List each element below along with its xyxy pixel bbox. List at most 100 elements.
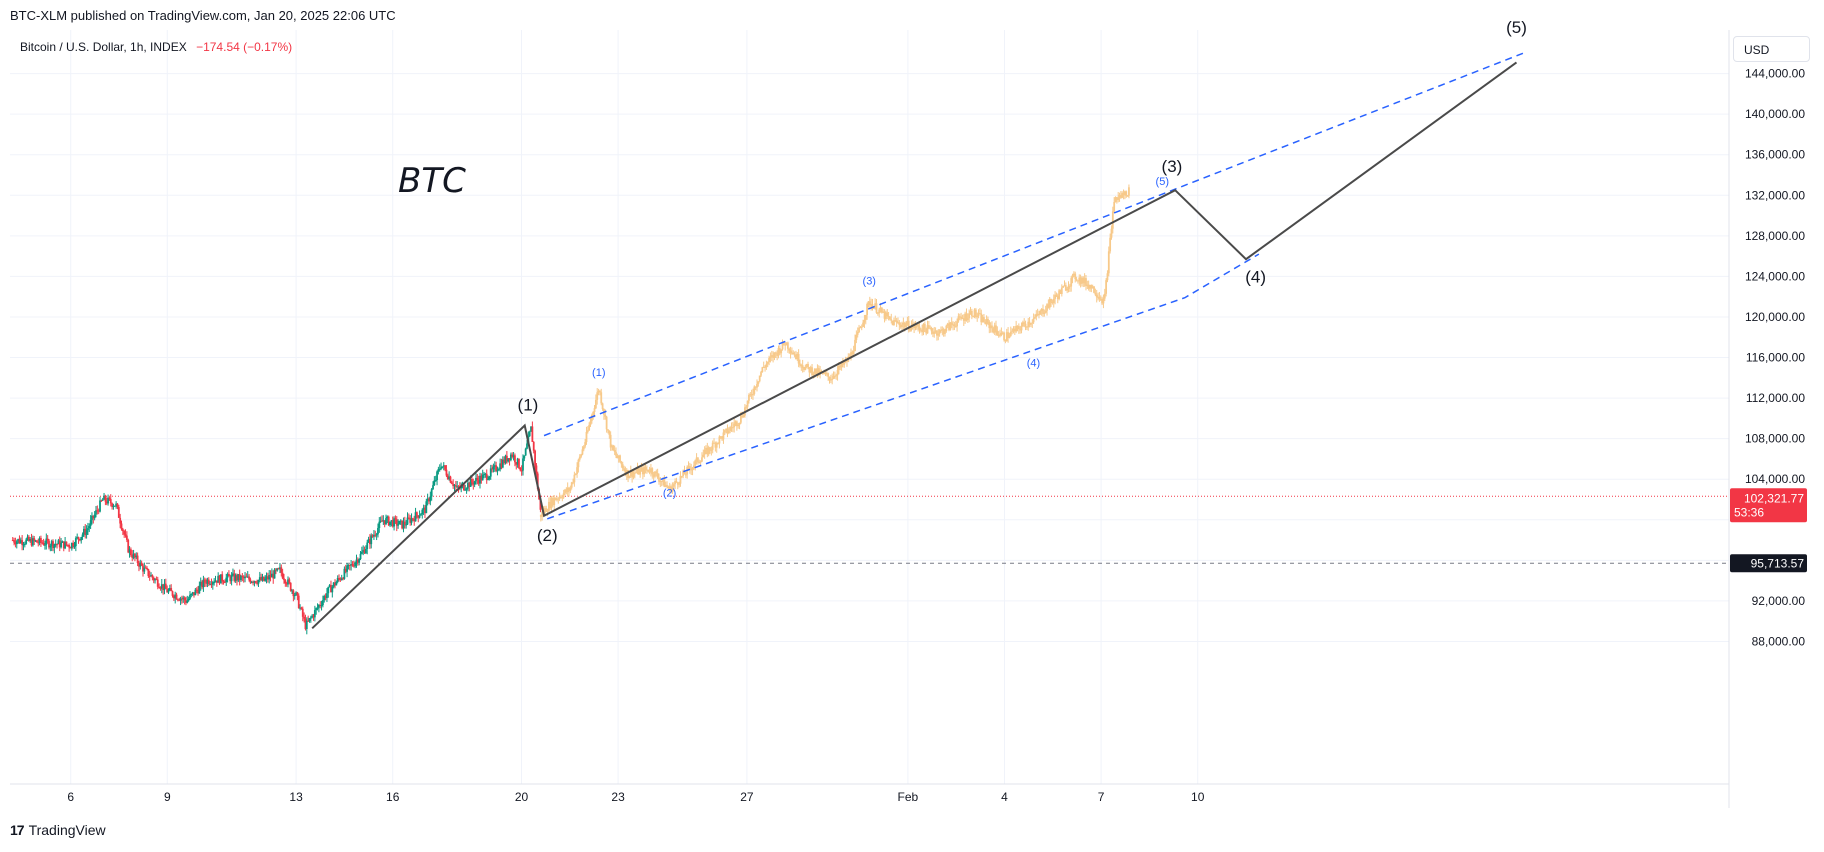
candle-body bbox=[68, 544, 71, 548]
candle-body bbox=[268, 575, 271, 580]
projection-candle-body bbox=[889, 316, 891, 320]
projection-candle-body bbox=[984, 322, 987, 324]
candle-body bbox=[296, 592, 299, 596]
projection-candle-body bbox=[1008, 335, 1011, 338]
projection-candle-body bbox=[723, 430, 726, 433]
projection-candle-body bbox=[733, 423, 736, 428]
projection-candle-body bbox=[1004, 340, 1007, 342]
projection-candle-body bbox=[1110, 228, 1113, 238]
candle-body bbox=[97, 510, 100, 512]
candle-body bbox=[295, 592, 297, 595]
projection-candle-body bbox=[983, 317, 985, 323]
projection-candle-body bbox=[940, 329, 942, 331]
projection-candle-body bbox=[641, 467, 644, 475]
candle-body bbox=[107, 497, 109, 504]
projection-candle-body bbox=[915, 324, 918, 327]
currency-button[interactable]: USD bbox=[1733, 36, 1810, 62]
candle-body bbox=[260, 577, 263, 581]
projection-candle-body bbox=[1038, 314, 1040, 316]
candle-body bbox=[124, 534, 127, 536]
projection-candle-body bbox=[768, 357, 770, 363]
candle-body bbox=[386, 516, 389, 519]
candle-body bbox=[356, 559, 359, 563]
projection-candle-body bbox=[741, 415, 744, 418]
projection-candle-body bbox=[1063, 285, 1066, 287]
candle-body bbox=[471, 479, 473, 483]
projection-candle-body bbox=[680, 475, 683, 477]
projection-candle-body bbox=[786, 342, 789, 349]
candle-body bbox=[483, 473, 485, 475]
x-tick-label: 6 bbox=[67, 790, 74, 804]
projection-candle-body bbox=[836, 370, 839, 376]
projection-candle-body bbox=[1020, 326, 1023, 331]
wave-label-major: (5) bbox=[1506, 18, 1527, 37]
candle-body bbox=[60, 542, 62, 548]
candle-body bbox=[411, 518, 414, 520]
candle-body bbox=[452, 483, 455, 487]
projection-candle-body bbox=[640, 467, 643, 470]
projection-candle-body bbox=[694, 460, 697, 466]
projection-candle-body bbox=[929, 327, 932, 329]
candle-body bbox=[355, 559, 358, 563]
candle-body bbox=[104, 495, 107, 502]
candle-body bbox=[257, 580, 260, 584]
projection-candle-body bbox=[1066, 288, 1069, 291]
candle-body bbox=[148, 576, 151, 578]
projection-candle-body bbox=[1046, 304, 1048, 311]
projection-candle-body bbox=[919, 329, 922, 331]
projection-candle-body bbox=[663, 478, 666, 487]
projection-candle-body bbox=[1126, 195, 1129, 197]
candle-body bbox=[199, 581, 202, 586]
projection-candle-body bbox=[991, 325, 993, 329]
candle-body bbox=[534, 450, 536, 466]
candle-body bbox=[128, 549, 131, 553]
candle-body bbox=[62, 541, 65, 549]
candle-body bbox=[344, 568, 347, 572]
candle-body bbox=[142, 565, 144, 572]
projection-candle-body bbox=[682, 470, 685, 476]
candle-body bbox=[123, 531, 126, 535]
candle-body bbox=[198, 585, 201, 594]
candle-body bbox=[519, 467, 522, 471]
projection-candle-body bbox=[648, 471, 651, 473]
candle-body bbox=[350, 564, 353, 566]
projection-candle-body bbox=[981, 317, 984, 323]
time-axis[interactable]: 6 9 13 16 20 23 27 Feb 4 7 10 bbox=[67, 790, 1204, 804]
candle-body bbox=[135, 555, 138, 558]
candle-body bbox=[14, 542, 17, 545]
projection-candle-body bbox=[546, 511, 549, 513]
candle-body bbox=[416, 512, 418, 516]
candle-body bbox=[468, 482, 471, 487]
price-axis[interactable]: 88,000.00 92,000.00 104,000.00 108,000.00 11… bbox=[1745, 67, 1805, 649]
projection-candle-body bbox=[938, 330, 941, 334]
projection-candle-body bbox=[683, 470, 686, 475]
projection-candle-body bbox=[615, 451, 617, 456]
projection-candle-body bbox=[950, 322, 953, 325]
candle-body bbox=[54, 544, 57, 546]
candle-body bbox=[398, 520, 401, 525]
candle-body bbox=[131, 555, 134, 558]
projection-candle-body bbox=[1051, 301, 1054, 303]
projection-candle-body bbox=[753, 386, 756, 394]
candle-body bbox=[152, 577, 155, 581]
candle-body bbox=[139, 562, 142, 567]
projection-candle-body bbox=[576, 467, 578, 474]
candle-body bbox=[248, 576, 250, 580]
candle-body bbox=[254, 581, 257, 583]
candle-body bbox=[378, 521, 381, 528]
candle-body bbox=[283, 578, 285, 581]
projection-candle-body bbox=[666, 484, 668, 487]
candle-body bbox=[174, 594, 177, 599]
candle-body bbox=[53, 544, 56, 548]
projection-candle-body bbox=[565, 489, 568, 493]
candle-body bbox=[301, 608, 304, 617]
candle-body bbox=[363, 549, 366, 554]
candle-body bbox=[74, 538, 77, 547]
candle-body bbox=[446, 475, 449, 480]
candle-body bbox=[61, 541, 64, 543]
projection-candle-body bbox=[795, 354, 797, 359]
projection-candle-body bbox=[560, 496, 562, 498]
footer-branding[interactable]: 17 TradingView bbox=[10, 822, 106, 838]
